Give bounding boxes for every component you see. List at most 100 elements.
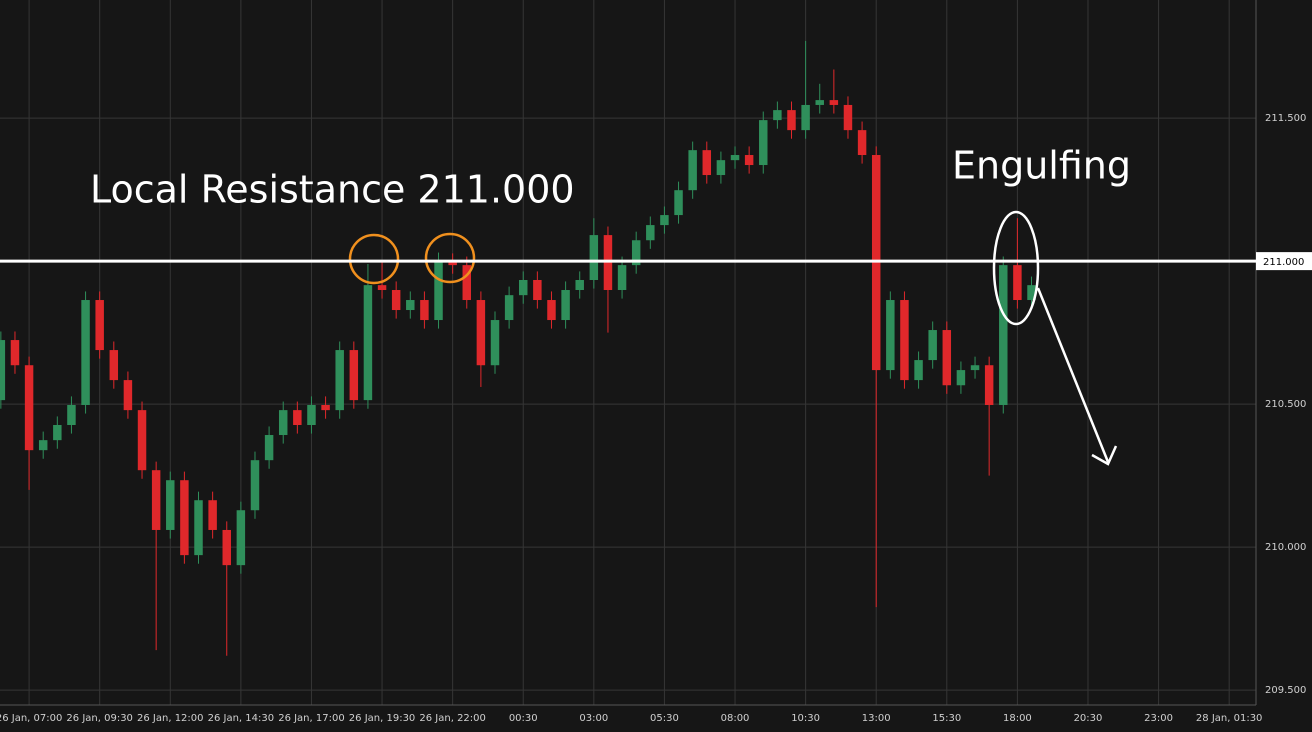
tick-labels: 209.500 210.000 210.500 211.000 211.500 26 Ja… bbox=[0, 113, 1306, 724]
candle-body bbox=[10, 340, 20, 366]
candle-body bbox=[744, 155, 754, 166]
x-tick-label: 26 Jan, 09:30 bbox=[66, 713, 133, 724]
candle-body bbox=[391, 290, 401, 311]
candle-body bbox=[533, 279, 542, 301]
x-tick-label: 00:30 bbox=[509, 713, 538, 724]
candle-body bbox=[674, 190, 683, 216]
candle-body bbox=[631, 240, 641, 266]
candle-body bbox=[787, 110, 796, 131]
x-tick-label: 03:00 bbox=[579, 713, 608, 724]
candle-body bbox=[1013, 265, 1022, 301]
candle-body bbox=[109, 350, 119, 381]
highlight-circle bbox=[424, 232, 476, 284]
candle-body bbox=[970, 365, 980, 371]
price-tag-label: 211.000 bbox=[1263, 257, 1304, 268]
x-tick-label: 28 Jan, 01:30 bbox=[1196, 713, 1263, 724]
candle-body bbox=[462, 265, 471, 301]
y-tick-label: 210.000 bbox=[1265, 542, 1306, 553]
candle-body bbox=[264, 435, 274, 461]
candle-body bbox=[730, 155, 740, 161]
candle-body bbox=[307, 404, 316, 426]
highlight-ellipse bbox=[992, 210, 1040, 326]
candle-body bbox=[250, 460, 260, 511]
candle-body bbox=[180, 480, 189, 556]
candle-body bbox=[1027, 285, 1036, 301]
arrow-head bbox=[1091, 445, 1118, 466]
candle-body bbox=[589, 235, 599, 280]
x-tick-label: 05:30 bbox=[650, 713, 679, 724]
candle-body bbox=[321, 404, 330, 411]
candle-body bbox=[660, 215, 669, 226]
candle-body bbox=[137, 410, 147, 471]
candle-body bbox=[504, 295, 514, 321]
candle-body bbox=[363, 285, 373, 401]
candle-body bbox=[194, 500, 203, 556]
x-tick-label: 26 Jan, 14:30 bbox=[208, 713, 275, 724]
candle-body bbox=[335, 350, 344, 411]
annotations: Local Resistance 211.000 Engulfing bbox=[90, 144, 1131, 466]
candle-body bbox=[688, 150, 697, 191]
candle-body bbox=[999, 265, 1008, 405]
candle-body bbox=[420, 300, 429, 321]
candle-body bbox=[716, 160, 726, 176]
y-tick-label: 211.500 bbox=[1265, 113, 1306, 124]
candle-body bbox=[900, 300, 909, 381]
candle-body bbox=[349, 350, 359, 401]
x-tick-label: 26 Jan, 17:00 bbox=[278, 713, 345, 724]
x-tick-label: 26 Jan, 19:30 bbox=[349, 713, 416, 724]
candle-body bbox=[519, 279, 528, 296]
x-tick-label: 13:00 bbox=[862, 713, 891, 724]
x-tick-label: 15:30 bbox=[932, 713, 961, 724]
candle-body bbox=[38, 440, 48, 451]
candle-body bbox=[377, 285, 387, 291]
candle-body bbox=[646, 225, 655, 241]
x-tick-label: 08:00 bbox=[721, 713, 750, 724]
x-tick-label: 23:00 bbox=[1144, 713, 1173, 724]
candle-body bbox=[857, 130, 867, 156]
x-tick-label: 10:30 bbox=[791, 713, 820, 724]
highlight-circle bbox=[348, 233, 400, 285]
candle-body bbox=[208, 500, 217, 530]
candles bbox=[0, 40, 1036, 656]
x-tick-label: 20:30 bbox=[1074, 713, 1103, 724]
y-tick-label: 209.500 bbox=[1265, 685, 1306, 696]
candle-body bbox=[95, 300, 104, 351]
candle-body bbox=[293, 410, 302, 426]
candle-body bbox=[801, 104, 810, 131]
x-tick-label: 26 Jan, 22:00 bbox=[419, 713, 486, 724]
candle-body bbox=[759, 120, 768, 166]
candle-body bbox=[702, 150, 712, 176]
candle-body bbox=[886, 300, 895, 371]
resistance-annotation: Local Resistance 211.000 bbox=[90, 168, 575, 212]
candle-body bbox=[123, 380, 133, 411]
candle-body bbox=[547, 300, 556, 321]
candle-body bbox=[490, 320, 500, 366]
pattern-annotation: Engulfing bbox=[952, 144, 1131, 188]
candle-body bbox=[278, 410, 288, 436]
candle-body bbox=[561, 290, 570, 321]
candle-body bbox=[984, 365, 994, 405]
candle-body bbox=[81, 300, 90, 405]
candle-body bbox=[476, 300, 486, 366]
candle-body bbox=[928, 330, 937, 361]
candle-body bbox=[151, 470, 161, 530]
candle-body bbox=[773, 110, 782, 121]
candle-body bbox=[942, 330, 952, 386]
x-tick-label: 26 Jan, 07:00 bbox=[0, 713, 62, 724]
y-tick-label: 210.500 bbox=[1265, 399, 1306, 410]
candle-body bbox=[956, 370, 966, 386]
candle-body bbox=[575, 279, 584, 291]
candle-body bbox=[406, 300, 415, 311]
x-tick-label: 18:00 bbox=[1003, 713, 1032, 724]
candle-body bbox=[0, 340, 6, 401]
candle-body bbox=[434, 261, 443, 321]
price-tag bbox=[1256, 252, 1312, 271]
candle-body bbox=[448, 261, 457, 266]
candle-body bbox=[67, 404, 76, 426]
candle-body bbox=[815, 100, 824, 105]
arrow-shaft bbox=[1036, 287, 1110, 463]
candle-body bbox=[914, 360, 923, 381]
candle-body bbox=[617, 265, 627, 291]
